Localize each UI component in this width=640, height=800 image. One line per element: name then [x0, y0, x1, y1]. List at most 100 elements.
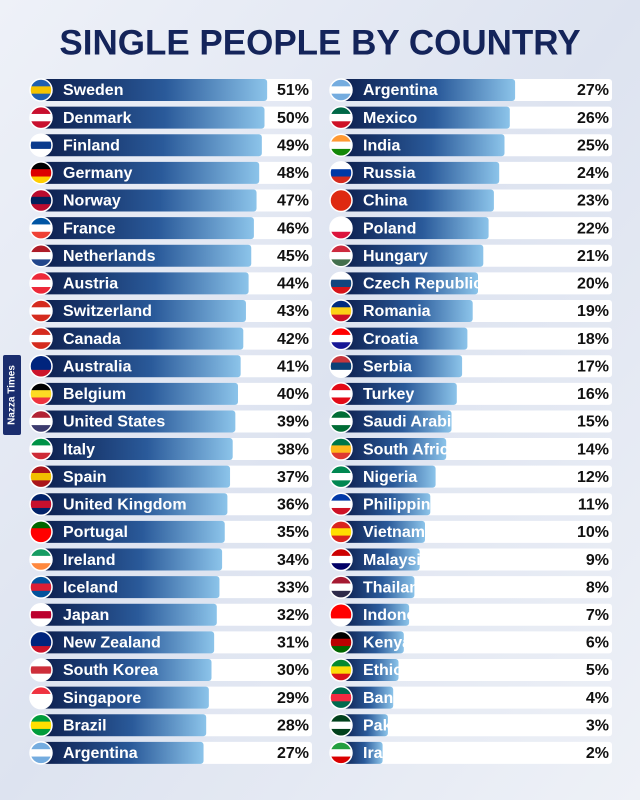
flag-stripe [330, 334, 352, 343]
flag [330, 189, 352, 212]
flag-stripe [30, 410, 52, 419]
category-label: Iran [363, 745, 392, 762]
category-label: Brazil [63, 717, 107, 734]
category-label: Iceland [63, 579, 118, 596]
flag-stripe [330, 382, 352, 391]
value-label: 2% [586, 745, 609, 762]
flag-stripe [330, 390, 352, 398]
flag [30, 548, 52, 571]
value-label: 31% [277, 635, 309, 652]
flag-border [329, 603, 353, 627]
flag [330, 106, 352, 129]
flag-stripe [330, 714, 352, 723]
category-label: Singapore [63, 690, 141, 707]
flag-stripe [330, 148, 352, 157]
bar [42, 438, 233, 461]
value-label: 14% [577, 441, 609, 458]
flag-stripe [330, 673, 352, 682]
flag-stripe [30, 342, 52, 350]
flag-stripe [30, 618, 52, 626]
category-label: Vietnam [363, 524, 425, 541]
bar [42, 244, 252, 267]
flag-border [29, 299, 53, 323]
flag-stripe [330, 507, 352, 516]
flag [30, 686, 52, 709]
flag-border [29, 713, 53, 738]
flag-stripe [30, 79, 52, 87]
flag-stripe [30, 272, 52, 281]
flag-stripe [30, 224, 52, 233]
bar [42, 382, 238, 405]
bar [342, 382, 457, 405]
bar [342, 631, 404, 654]
flag-stripe [330, 603, 352, 612]
flag-stripe [330, 555, 352, 564]
flag-stripe [30, 693, 52, 702]
category-label: Turkey [363, 386, 414, 403]
flag [330, 741, 352, 764]
flag-stripe [30, 287, 52, 295]
flag-border [329, 105, 353, 130]
value-label: 8% [586, 579, 609, 596]
category-label: Argentina [363, 82, 438, 99]
flag-stripe [330, 86, 352, 95]
category-label: South Africa [363, 441, 458, 458]
category-label: Bangladesh [363, 690, 454, 707]
flag-stripe [330, 121, 352, 129]
flag [30, 244, 52, 267]
bar [342, 438, 447, 461]
bar [342, 355, 463, 378]
category-label: Mexico [363, 110, 417, 127]
flag-stripe [330, 106, 352, 115]
flag [330, 217, 352, 240]
flag-border [329, 464, 353, 489]
category-label: Australia [63, 358, 132, 375]
flag-stripe [330, 397, 352, 405]
flag-stripe [330, 224, 352, 233]
flag-stripe [30, 583, 52, 592]
flag-border [29, 464, 53, 489]
flag-border [329, 713, 353, 738]
flag-stripe [330, 113, 352, 122]
flag-stripe [330, 279, 352, 288]
flag-border [329, 216, 353, 240]
category-label: United States [63, 414, 165, 431]
flag-stripe [330, 355, 352, 364]
flag-border [29, 685, 53, 710]
flag [330, 576, 352, 599]
category-label: South Korea [63, 662, 158, 679]
value-label: 27% [577, 82, 609, 99]
category-label: New Zealand [63, 635, 161, 652]
flag [30, 631, 52, 654]
flag-stripe [330, 701, 352, 709]
value-label: 34% [277, 552, 309, 569]
bar [42, 520, 225, 543]
flag-stripe [30, 169, 52, 178]
flag-stripe [30, 480, 52, 488]
flag-stripe [330, 528, 352, 537]
flag-stripe [30, 507, 52, 516]
category-label: Kenya [363, 635, 411, 652]
flag-border [29, 575, 53, 599]
flag-border [329, 78, 353, 102]
flag-stripe [330, 204, 352, 212]
flag-stripe [30, 134, 52, 143]
bar [42, 659, 212, 682]
category-label: China [363, 193, 408, 210]
flag-stripe [30, 327, 52, 336]
value-label: 44% [277, 276, 309, 293]
row-background [342, 659, 612, 682]
flag-stripe [30, 390, 52, 398]
value-label: 3% [586, 717, 609, 734]
flag-stripe [30, 113, 52, 122]
flag [30, 106, 52, 129]
flag [30, 355, 52, 378]
bar [342, 272, 478, 295]
flag-border [329, 492, 353, 517]
category-label: Austria [63, 276, 118, 293]
flag-stripe [30, 334, 52, 343]
value-label: 22% [577, 220, 609, 237]
flag [30, 299, 52, 322]
bar [42, 576, 220, 599]
value-label: 50% [277, 110, 309, 127]
